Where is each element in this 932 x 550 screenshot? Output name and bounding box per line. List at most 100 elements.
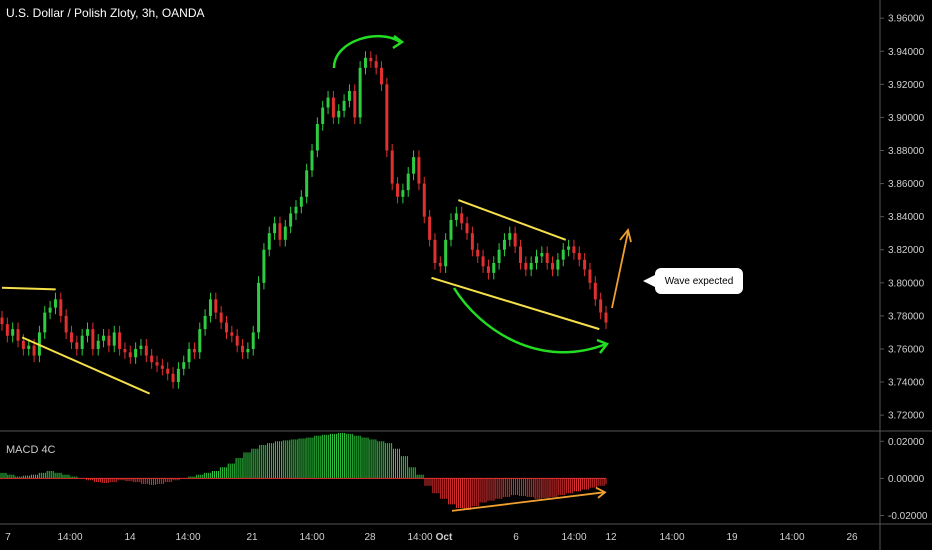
candle-body — [53, 299, 57, 308]
candle-body — [118, 332, 122, 349]
price-tick-label: 3.82000 — [888, 245, 925, 256]
candle-body — [155, 362, 159, 366]
candle-body — [246, 348, 250, 353]
candle-body — [198, 329, 202, 353]
candle-body — [273, 223, 277, 234]
candle-body — [599, 299, 603, 313]
price-tick-label: 3.88000 — [888, 146, 925, 157]
candle-body — [43, 312, 47, 333]
price-tick-label: 3.76000 — [888, 344, 925, 355]
candle-body — [497, 249, 501, 263]
bottom-arc-arrow — [452, 287, 607, 354]
candle-body — [406, 173, 410, 191]
trend-channel-line — [431, 276, 600, 331]
candle-body — [363, 57, 367, 68]
candle-body — [513, 233, 517, 247]
top-arc-arrow — [332, 34, 401, 69]
candle-body — [567, 246, 571, 250]
candle-body — [428, 216, 432, 240]
candle-body — [69, 332, 73, 343]
candle-body — [230, 332, 234, 336]
price-tick-label: 3.86000 — [888, 179, 925, 190]
candle-body — [460, 213, 464, 224]
candle-body — [310, 150, 314, 171]
time-tick-label: 6 — [513, 532, 519, 543]
price-tick-label: 3.80000 — [888, 278, 925, 289]
candle-body — [257, 282, 261, 333]
candle-body — [561, 249, 565, 260]
time-tick-label: 14:00 — [779, 532, 804, 543]
bottom-arc-arrowhead — [596, 338, 610, 354]
time-tick-label: 14:00 — [561, 532, 586, 543]
macd-tick-label: 0.02000 — [888, 437, 925, 448]
candle-body — [417, 157, 421, 184]
candle-body — [593, 282, 597, 300]
time-tick-label: 14:00 — [175, 532, 200, 543]
candle-body — [21, 340, 25, 349]
candle-body — [342, 100, 346, 111]
candle-body — [492, 262, 496, 273]
candle-body — [86, 329, 90, 336]
time-tick-label: Oct — [436, 532, 453, 543]
expected-wave-arrow — [611, 231, 629, 309]
candle-body — [144, 345, 148, 356]
candle-body — [508, 233, 512, 240]
price-tick-label: 3.74000 — [888, 378, 925, 389]
candle-body — [433, 239, 437, 263]
expected-wave-arrowhead — [619, 228, 632, 243]
candle-body — [267, 233, 271, 250]
candle-body — [139, 345, 143, 349]
candle-body — [545, 253, 549, 263]
price-tick-label: 3.72000 — [888, 411, 925, 422]
candle-body — [476, 249, 480, 257]
candle-body — [481, 256, 485, 267]
price-tick-label: 3.96000 — [888, 14, 925, 25]
candle-body — [390, 150, 394, 184]
candle-body — [219, 312, 223, 323]
candle-body — [556, 259, 560, 270]
candle-body — [385, 84, 389, 151]
candle-body — [214, 299, 218, 313]
candle-body — [444, 239, 448, 267]
candle-body — [224, 322, 228, 333]
candle-body — [59, 299, 63, 316]
candle-body — [588, 269, 592, 283]
wave-expected-callout: Wave expected — [643, 268, 743, 294]
price-tick-label: 3.94000 — [888, 47, 925, 58]
candle-body — [396, 183, 400, 197]
candle-body — [577, 253, 581, 260]
candle-body — [251, 332, 255, 349]
trend-channel-line — [21, 336, 151, 395]
time-tick-label: 14:00 — [299, 532, 324, 543]
candle-body — [283, 226, 287, 240]
candle-body — [470, 233, 474, 250]
time-tick-label: 14:00 — [57, 532, 82, 543]
candle-body — [305, 170, 309, 197]
candle-body — [438, 262, 442, 267]
candle-body — [123, 348, 127, 353]
candle-body — [48, 307, 52, 313]
candle-body — [529, 262, 533, 270]
candle-body — [401, 190, 405, 197]
candle-body — [315, 124, 319, 151]
trend-channel-line — [458, 199, 567, 241]
candle-body — [337, 110, 341, 118]
macd-indicator-label: MACD 4C — [6, 444, 56, 456]
candle-body — [182, 362, 186, 369]
candle-body — [374, 61, 378, 68]
candle-body — [128, 352, 132, 358]
candle-body — [535, 256, 539, 263]
price-tick-label: 3.92000 — [888, 80, 925, 91]
macd-tick-label: 0.00000 — [888, 474, 925, 485]
candle-body — [241, 345, 245, 353]
time-tick-label: 12 — [605, 532, 617, 543]
candle-body — [80, 335, 84, 349]
price-tick-label: 3.78000 — [888, 311, 925, 322]
time-tick-label: 14:00 — [407, 532, 432, 543]
candle-body — [91, 329, 95, 349]
trend-channel-line — [1, 286, 56, 291]
candle-body — [380, 67, 384, 85]
macd-divergence-arrowhead — [595, 486, 607, 499]
candle-body — [524, 262, 528, 270]
